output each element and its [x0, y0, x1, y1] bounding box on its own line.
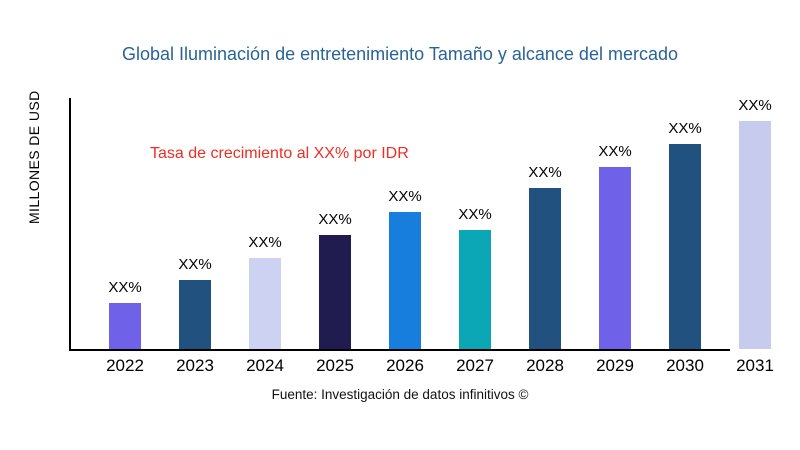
bar-2022 — [109, 303, 141, 349]
bar-2023 — [179, 280, 211, 349]
bar-value-label-2029: XX% — [598, 143, 632, 160]
bar-value-label-2025: XX% — [318, 211, 352, 228]
growth-rate-annotation: Tasa de crecimiento al XX% por IDR — [150, 145, 409, 162]
bar-value-label-2023: XX% — [178, 256, 212, 273]
x-tick-label-2024: 2024 — [246, 356, 284, 375]
bar-2031 — [739, 121, 771, 349]
bar-2025 — [319, 235, 351, 349]
bar-2029 — [599, 167, 631, 349]
bar-value-label-2026: XX% — [388, 188, 422, 205]
bar-2028 — [529, 188, 561, 349]
x-tick-label-2026: 2026 — [386, 356, 424, 375]
bar-2024 — [249, 258, 281, 349]
bar-value-label-2028: XX% — [528, 164, 562, 181]
bar-2026 — [389, 212, 421, 349]
bar-2027 — [459, 230, 491, 349]
x-tick-label-2022: 2022 — [106, 356, 144, 375]
bar-value-label-2030: XX% — [668, 120, 702, 137]
bar-value-label-2022: XX% — [108, 279, 142, 296]
y-axis-label: MILLONES DE USD — [26, 90, 42, 225]
x-tick-label-2023: 2023 — [176, 356, 214, 375]
source-attribution: Fuente: Investigación de datos infinitiv… — [271, 387, 529, 402]
bar-value-label-2031: XX% — [738, 97, 772, 114]
bar-value-label-2027: XX% — [458, 206, 492, 223]
y-axis-line — [69, 98, 71, 350]
x-axis-line — [69, 349, 730, 351]
x-tick-label-2029: 2029 — [596, 356, 634, 375]
x-tick-label-2027: 2027 — [456, 356, 494, 375]
x-tick-label-2030: 2030 — [666, 356, 704, 375]
x-tick-label-2025: 2025 — [316, 356, 354, 375]
bar-value-label-2024: XX% — [248, 234, 282, 251]
page-title: Global Iluminación de entretenimiento Ta… — [122, 44, 678, 64]
x-tick-label-2028: 2028 — [526, 356, 564, 375]
bar-2030 — [669, 144, 701, 349]
x-tick-label-2031: 2031 — [736, 356, 774, 375]
